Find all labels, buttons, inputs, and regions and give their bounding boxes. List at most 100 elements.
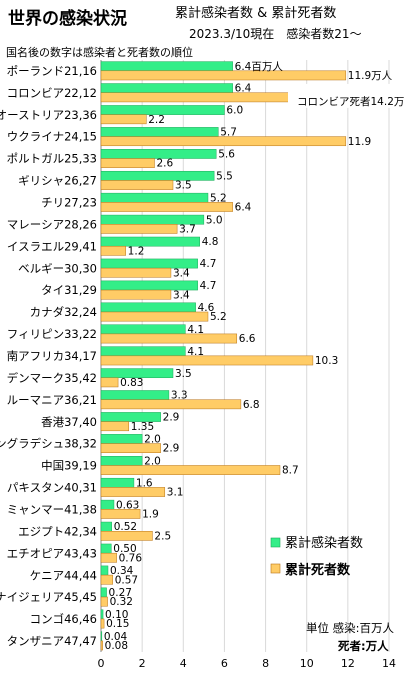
bar-deaths [100, 618, 105, 629]
data-label-deaths: 1.35 [131, 421, 154, 433]
bar-infections [100, 302, 196, 313]
category-label: マレーシア28,26 [7, 217, 97, 231]
data-label-deaths: 2.6 [156, 158, 173, 170]
category-label: バングラデシュ38,32 [0, 437, 97, 451]
category-label: イスラエル29,41 [7, 239, 97, 253]
bar-deaths [100, 267, 172, 278]
bar-deaths [100, 180, 174, 190]
bar-infections [100, 192, 209, 203]
data-label-infections: 4.7 [200, 280, 217, 292]
data-label-deaths: 10.3 [315, 355, 338, 367]
data-label-deaths: 0.57 [115, 574, 138, 586]
data-label-infections: 5.5 [216, 170, 233, 182]
data-label-deaths: 3.4 [173, 267, 190, 279]
chart-subtitle: 累計感染者数 & 累計死者数 [175, 5, 336, 21]
bar-infections [100, 565, 109, 576]
bar-infections [100, 83, 233, 93]
data-label-deaths: 11.9 [348, 136, 371, 148]
annotation-box [288, 83, 398, 108]
data-label-deaths: 6.6 [239, 333, 256, 345]
bar-infections [100, 170, 215, 181]
category-label: ケニア44,44 [30, 568, 97, 582]
data-label-deaths: 3.5 [175, 180, 192, 192]
data-label-deaths: 2.2 [148, 114, 165, 126]
data-label-deaths: 1.9 [142, 509, 159, 521]
bar-infections [100, 412, 161, 422]
data-label-infections: 4.6 [198, 302, 215, 314]
data-label-infections: 0.04 [104, 631, 128, 643]
data-label-infections: 4.1 [187, 324, 204, 336]
bar-deaths [100, 311, 209, 322]
category-label: エチオピア43,43 [7, 546, 97, 560]
data-label-deaths: 0.15 [106, 618, 129, 630]
data-label-deaths: 3.7 [179, 223, 196, 235]
x-tick-label: 0 [98, 657, 105, 670]
bar-deaths [100, 136, 347, 147]
chart-note: 国名後の数字は感染者と死者数の順位 [6, 45, 193, 59]
bar-deaths [100, 158, 155, 168]
bar-deaths [100, 289, 172, 300]
data-label-infections: 5.6 [218, 149, 235, 161]
data-label-deaths: 3.1 [167, 487, 184, 499]
category-label: ナイジェリア45,45 [0, 590, 97, 604]
category-label: ウクライナ24,15 [7, 130, 97, 144]
bar-infections [100, 149, 217, 159]
data-label-deaths: 3.4 [173, 289, 190, 301]
category-label: ミャンマー41,38 [7, 502, 97, 516]
bar-infections [100, 236, 200, 247]
category-label: オーストリア23,36 [0, 108, 97, 122]
bar-infections [100, 105, 225, 115]
bar-deaths [100, 70, 347, 81]
legend-label-deaths: 累計死者数 [285, 562, 351, 578]
x-tick-label: 4 [180, 657, 187, 670]
bar-infections [100, 368, 174, 379]
data-label-deaths: 6.4 [235, 202, 252, 214]
x-tick-label: 12 [341, 657, 355, 670]
legend-swatch-deaths [270, 563, 281, 574]
bar-deaths [100, 509, 141, 519]
bar-deaths [100, 114, 147, 125]
bar-deaths [100, 245, 126, 256]
category-label: 中国39,19 [41, 459, 97, 473]
data-label-infections: 5.0 [206, 214, 223, 226]
category-label: カナダ32,24 [30, 305, 97, 319]
bar-infections [100, 543, 112, 554]
data-label-infections: 4.8 [202, 236, 219, 248]
category-label: 香港37,40 [41, 415, 97, 429]
data-label-infections: 3.5 [175, 368, 192, 380]
data-label-infections: 5.2 [210, 192, 227, 204]
category-label: タンザニア47,47 [7, 634, 97, 648]
category-label: チリ27,23 [41, 196, 97, 210]
data-label-deaths: 5.2 [210, 311, 227, 323]
bar-infections [100, 587, 107, 598]
data-label-deaths: 2.9 [163, 443, 180, 455]
bars-layer [100, 61, 394, 651]
x-tick-label: 14 [382, 657, 396, 670]
data-label-infections: 0.10 [105, 609, 128, 621]
category-label: コンゴ46,46 [30, 612, 97, 626]
bar-infections [100, 346, 186, 357]
bar-deaths [100, 552, 117, 563]
legend-swatch-infections [270, 537, 281, 548]
data-label-infections: 6.4百万人 [235, 61, 284, 73]
data-label-deaths: 1.2 [128, 245, 145, 257]
category-label: ルーマニア36,21 [7, 393, 97, 407]
bar-infections [100, 521, 112, 532]
x-tick-label: 10 [300, 657, 314, 670]
chart-date-text: 2023.3/10現在 感染者数21〜 [189, 26, 362, 41]
data-label-infections: 5.7 [220, 127, 237, 139]
bar-deaths [100, 574, 113, 585]
category-label: タイ31,29 [41, 283, 97, 297]
category-label: ポルトガル25,33 [7, 152, 97, 166]
x-tick-label: 2 [139, 657, 146, 670]
bar-deaths [100, 596, 108, 607]
data-label-infections: 3.3 [171, 390, 188, 402]
data-label-infections: 2.0 [144, 434, 161, 446]
data-label-infections: 0.50 [113, 543, 136, 555]
chart-title: 世界の感染状況 [8, 8, 127, 29]
bar-infections [100, 390, 170, 400]
bar-deaths [100, 443, 161, 453]
data-label-infections: 0.52 [114, 521, 137, 533]
bar-infections [100, 499, 115, 510]
